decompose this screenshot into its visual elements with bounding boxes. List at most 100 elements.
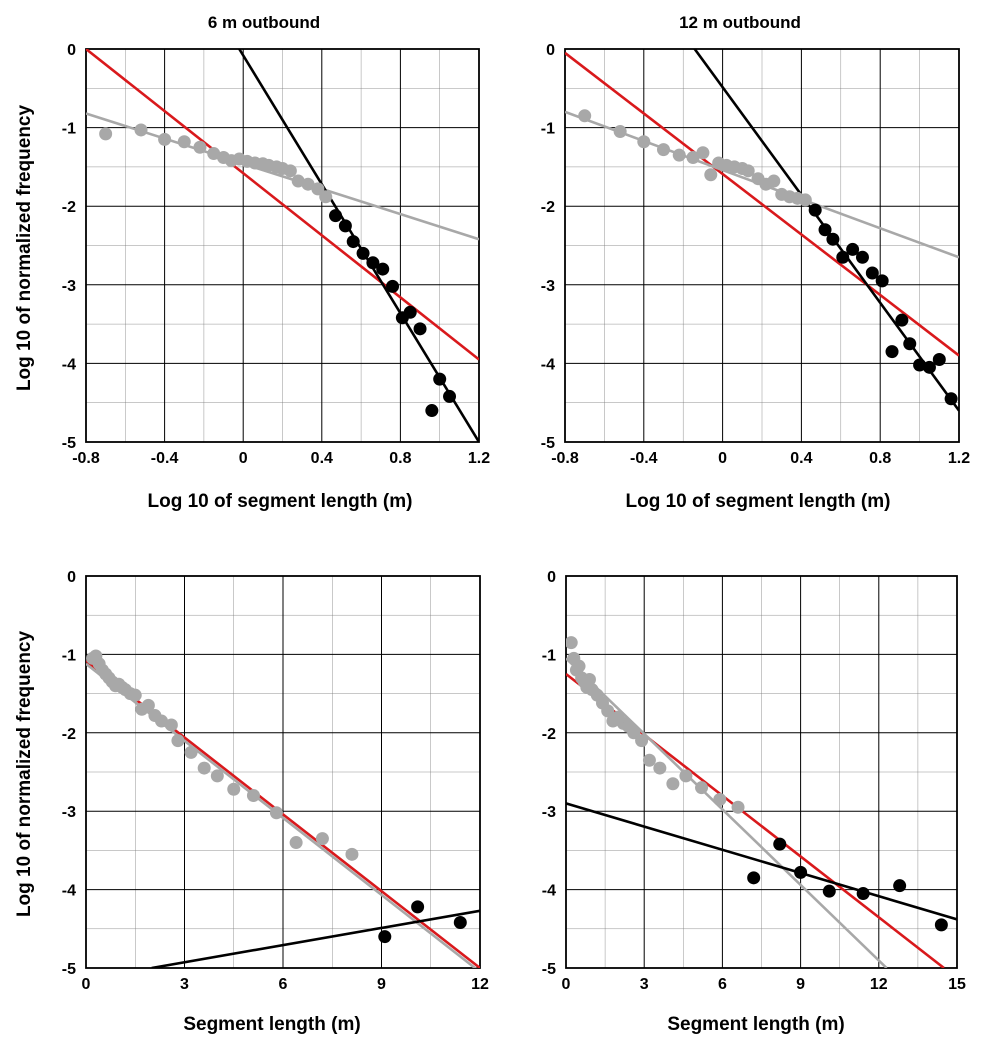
- x-tick-label: 6: [718, 976, 727, 993]
- x-tick-label: 6: [279, 976, 288, 993]
- gray-data-point: [713, 792, 727, 806]
- black-data-point: [922, 360, 936, 374]
- gray-data-point: [601, 704, 615, 718]
- y-tick-label: 0: [67, 569, 76, 586]
- gray-data-point: [141, 698, 155, 712]
- black-data-point: [794, 865, 808, 879]
- gray-data-point: [672, 148, 686, 162]
- x-tick-label: -0.8: [551, 450, 579, 467]
- gray-data-point: [207, 147, 221, 161]
- black-data-point: [865, 266, 879, 280]
- black-data-point: [846, 242, 860, 256]
- y-tick-label: -1: [62, 121, 76, 138]
- x-tick-label: -0.4: [151, 450, 179, 467]
- y-tick-label: -4: [541, 356, 555, 373]
- black-data-point: [433, 372, 447, 386]
- x-tick-label: 9: [377, 976, 386, 993]
- y-tick-label: -4: [542, 883, 556, 900]
- gray-fit-line: [86, 112, 479, 241]
- y-axis-title: Log 10 of normalized frequency: [14, 105, 35, 392]
- y-tick-label: -1: [541, 121, 555, 138]
- gray-data-point: [635, 734, 649, 748]
- x-tick-label: 0.8: [389, 450, 411, 467]
- x-tick-label: 0: [718, 450, 727, 467]
- gray-data-point: [301, 177, 315, 191]
- y-tick-label: -4: [62, 883, 76, 900]
- gray-data-point: [311, 182, 325, 196]
- x-tick-label: 15: [948, 976, 966, 993]
- gray-data-point: [642, 753, 656, 767]
- gray-data-point: [319, 190, 333, 204]
- x-tick-label: 0.4: [790, 450, 812, 467]
- gray-data-point: [291, 174, 305, 188]
- y-tick-label: -3: [62, 278, 76, 295]
- black-data-point: [836, 250, 850, 264]
- gray-data-point: [696, 146, 710, 160]
- gray-data-point: [193, 140, 207, 154]
- x-axis-title: Log 10 of segment length (m): [626, 491, 891, 512]
- black-data-point: [808, 203, 822, 217]
- y-tick-label: -1: [62, 647, 76, 664]
- panel-title: 6 m outbound: [208, 13, 320, 32]
- y-tick-label: -2: [541, 199, 555, 216]
- y-tick-label: -2: [542, 726, 556, 743]
- gray-data-point: [269, 806, 283, 820]
- black-data-point: [378, 930, 392, 944]
- black-data-point: [934, 918, 948, 932]
- x-tick-label: 1.2: [948, 450, 970, 467]
- black-data-point: [826, 232, 840, 246]
- gray-data-point: [134, 123, 148, 137]
- gray-data-point: [177, 135, 191, 149]
- black-data-point: [885, 345, 899, 359]
- y-tick-label: -2: [62, 199, 76, 216]
- black-data-point: [895, 313, 909, 327]
- plot-frame: [565, 575, 958, 969]
- black-data-point: [822, 884, 836, 898]
- black-data-point: [856, 887, 870, 901]
- black-data-point: [913, 358, 927, 372]
- y-tick-label: -5: [541, 435, 555, 452]
- black-fit-line: [566, 802, 957, 921]
- black-data-point: [356, 246, 370, 260]
- plot-area: [565, 49, 959, 412]
- gray-data-point: [695, 781, 709, 795]
- gray-data-point: [210, 769, 224, 783]
- y-tick-label: -5: [62, 435, 76, 452]
- black-data-point: [903, 337, 917, 351]
- gray-data-point: [686, 150, 700, 164]
- black-data-point: [338, 219, 352, 233]
- x-tick-label: 0: [239, 450, 248, 467]
- black-data-point: [376, 262, 390, 276]
- black-data-point: [855, 250, 869, 264]
- x-tick-label: 12: [471, 976, 489, 993]
- grid: [565, 575, 958, 969]
- gray-data-point: [158, 132, 172, 146]
- plot-area: [86, 649, 480, 968]
- x-axis-title: Log 10 of segment length (m): [148, 491, 413, 512]
- grid: [564, 48, 960, 443]
- gray-data-point: [582, 672, 596, 686]
- black-data-point: [453, 916, 467, 930]
- gray-data-point: [613, 125, 627, 139]
- plot-frame: [85, 575, 481, 969]
- plot-frame: [564, 48, 960, 443]
- black-data-point: [773, 837, 787, 851]
- gray-data-point: [578, 109, 592, 123]
- gray-data-point: [345, 847, 359, 861]
- x-tick-label: 3: [640, 976, 649, 993]
- gray-data-point: [572, 659, 586, 673]
- gray-data-point: [99, 127, 113, 141]
- y-axis-title: Log 10 of normalized frequency: [14, 631, 35, 918]
- panel-12m-linear: Segment length (m) 0 3 6 9 12 15 0 -1 -2 -3 -4 -5: [542, 569, 966, 1035]
- plot-area: [566, 636, 957, 968]
- x-tick-label: -0.4: [630, 450, 658, 467]
- black-data-point: [425, 404, 439, 418]
- grid: [85, 48, 480, 443]
- black-data-point: [403, 305, 417, 319]
- panel-title: 12 m outbound: [679, 13, 801, 32]
- gray-data-point: [657, 143, 670, 157]
- black-data-point: [875, 274, 889, 288]
- x-tick-label: 3: [180, 976, 189, 993]
- black-data-point: [386, 279, 400, 293]
- plot-area: [86, 49, 479, 442]
